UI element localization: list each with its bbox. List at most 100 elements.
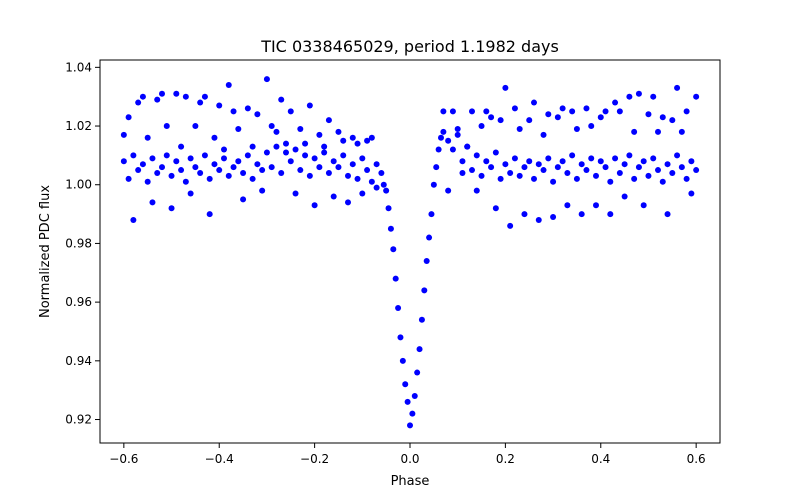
data-point — [244, 105, 251, 112]
x-tick-label: 0.2 — [496, 452, 515, 466]
data-point — [230, 164, 237, 171]
data-point — [678, 128, 685, 135]
data-point — [409, 410, 416, 417]
data-point — [478, 123, 485, 130]
data-point — [531, 175, 537, 182]
data-point — [364, 167, 371, 174]
data-point — [287, 158, 294, 165]
data-point — [428, 211, 435, 218]
data-point — [593, 172, 599, 179]
data-point — [230, 108, 237, 115]
data-point — [688, 190, 695, 197]
data-point — [554, 114, 561, 121]
data-point — [550, 178, 557, 185]
data-point — [440, 108, 447, 115]
data-point — [283, 149, 289, 156]
data-point — [531, 99, 537, 106]
data-point — [612, 99, 619, 106]
data-point — [411, 393, 418, 400]
data-point — [297, 125, 304, 132]
data-point — [144, 134, 151, 141]
data-point — [626, 93, 633, 100]
data-point — [216, 102, 223, 109]
data-point — [335, 164, 342, 171]
data-point — [631, 128, 638, 135]
data-point — [182, 93, 189, 100]
data-point — [545, 111, 552, 118]
data-point — [390, 246, 397, 253]
data-point — [459, 158, 466, 165]
data-point — [297, 167, 304, 174]
data-point — [130, 216, 137, 223]
data-point — [349, 134, 356, 141]
data-point — [173, 90, 180, 97]
data-point — [516, 172, 523, 179]
y-tick-label: 0.94 — [65, 354, 92, 368]
data-point — [454, 131, 461, 138]
x-tick-label: 0.6 — [687, 452, 706, 466]
data-point — [454, 125, 461, 132]
data-point — [621, 161, 628, 168]
data-point — [674, 152, 681, 159]
data-point — [502, 161, 509, 168]
x-axis-label: Phase — [391, 474, 430, 489]
data-point — [404, 398, 411, 405]
data-point — [263, 76, 270, 83]
data-point — [469, 167, 475, 174]
data-point — [197, 99, 204, 106]
x-tick-label: 0.4 — [591, 452, 610, 466]
data-point — [564, 169, 571, 176]
data-point — [244, 152, 251, 159]
data-point — [483, 108, 490, 115]
data-point — [278, 96, 285, 103]
data-point — [378, 169, 385, 176]
y-axis: 0.92 0.94 0.96 0.98 1.00 1.02 1.04 — [65, 60, 100, 427]
data-point — [421, 287, 428, 294]
data-point — [414, 369, 421, 376]
data-point — [216, 167, 223, 174]
data-point — [283, 140, 289, 147]
data-point — [154, 96, 161, 103]
data-point — [640, 158, 647, 165]
data-point — [345, 172, 351, 179]
data-point — [330, 193, 337, 200]
data-point — [149, 155, 156, 162]
data-point — [554, 164, 561, 171]
data-point — [535, 216, 542, 223]
data-point — [659, 178, 666, 185]
data-point — [383, 187, 390, 194]
data-point — [488, 114, 495, 121]
data-point — [655, 167, 661, 174]
data-point — [526, 158, 533, 165]
data-point — [540, 167, 547, 174]
data-point — [464, 143, 471, 150]
data-point — [416, 346, 423, 353]
data-point — [120, 158, 127, 165]
data-point — [268, 123, 275, 130]
data-point — [445, 187, 452, 194]
data-point — [345, 199, 351, 206]
data-point — [159, 164, 165, 171]
data-point — [225, 172, 232, 179]
y-axis-label: Normalized PDC flux — [38, 185, 53, 318]
data-point — [373, 161, 380, 168]
data-point — [321, 143, 328, 150]
data-point — [221, 146, 227, 153]
data-point — [163, 152, 170, 159]
data-point — [426, 234, 433, 241]
data-point — [683, 175, 690, 182]
data-point — [380, 181, 387, 188]
data-point — [573, 125, 580, 132]
x-tick-label: 0.0 — [400, 452, 419, 466]
data-point — [178, 143, 185, 150]
data-point — [268, 164, 275, 171]
data-point — [395, 305, 402, 311]
data-point — [240, 196, 247, 203]
data-point — [368, 134, 375, 141]
data-point — [593, 202, 599, 209]
data-point — [335, 128, 342, 135]
data-point — [650, 155, 657, 162]
data-point — [287, 108, 294, 115]
data-point — [139, 161, 146, 168]
